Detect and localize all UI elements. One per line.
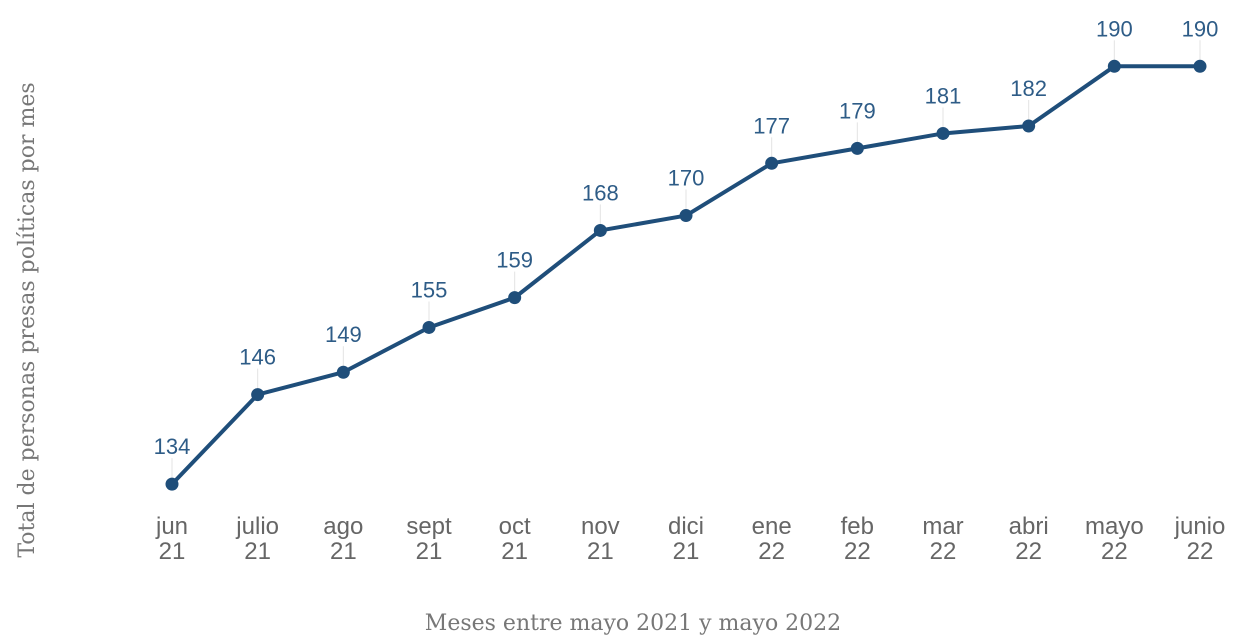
x-tick-label: abri 22 (1008, 513, 1049, 565)
data-label: 179 (839, 98, 876, 123)
point (165, 477, 179, 491)
data-label: 181 (925, 83, 962, 108)
x-axis-label: Meses entre mayo 2021 y mayo 2022 (425, 611, 841, 636)
point (1193, 59, 1207, 73)
x-tick-label: ago 21 (323, 513, 364, 565)
point (850, 141, 864, 155)
x-tick-label: jun 21 (155, 513, 189, 565)
point (679, 209, 693, 223)
x-tick-label: dici 21 (667, 513, 705, 565)
point (1107, 59, 1121, 73)
data-label: 170 (668, 166, 705, 191)
data-label: 168 (582, 180, 619, 205)
data-label: 190 (1182, 16, 1219, 41)
point (251, 388, 265, 402)
point (422, 320, 436, 334)
x-tick-label: feb 22 (840, 513, 875, 565)
data-label: 146 (239, 345, 276, 370)
point (765, 156, 779, 170)
point (508, 291, 522, 305)
y-axis-label: Total de personas presas políticas por m… (15, 82, 40, 557)
x-tick-label: ene 22 (751, 513, 792, 565)
line (170, 64, 1200, 486)
x-tick-label: nov 21 (580, 513, 620, 565)
point (936, 126, 950, 140)
data-label: 190 (1096, 16, 1133, 41)
data-label: 155 (411, 277, 448, 302)
x-tick-label: julio 21 (236, 513, 280, 565)
data-label: 177 (753, 113, 790, 138)
point (336, 365, 350, 379)
data-label: 159 (496, 248, 533, 273)
x-tick-label: mar 22 (922, 513, 964, 565)
x-tick-label: oct 21 (498, 513, 531, 565)
x-tick-label: junio 22 (1174, 513, 1226, 565)
data-label: 134 (154, 434, 191, 459)
x-tick-label: mayo 22 (1084, 513, 1144, 565)
x-tick-label: sept 21 (406, 513, 452, 565)
data-label: 149 (325, 322, 362, 347)
point (1022, 119, 1036, 133)
point (593, 223, 607, 237)
data-label: 182 (1010, 76, 1047, 101)
